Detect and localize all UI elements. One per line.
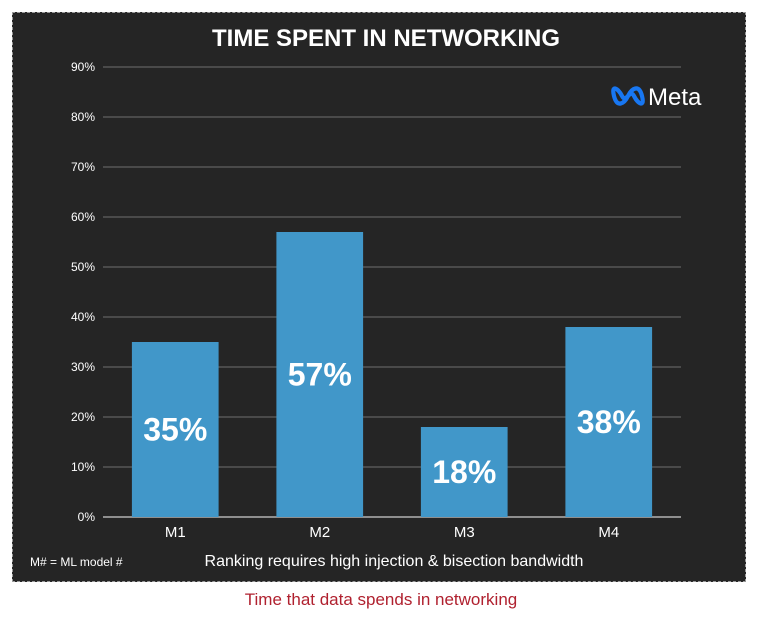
bar-m1 [131,342,219,517]
data-label: 18% [432,454,496,490]
x-tick-label: M1 [165,524,186,541]
x-tick-label: M4 [598,524,619,541]
data-labels: 35% 57% 18% 38% [143,357,641,491]
data-label: 35% [143,412,207,448]
x-tick-label: M2 [309,524,330,541]
meta-logo: Meta [611,84,702,111]
y-tick-label: 90% [71,60,95,74]
x-axis-tick-labels: M1 M2 M3 M4 [165,524,619,541]
chart-subtitle: Ranking requires high injection & bisect… [205,553,584,570]
legend-note: M# = ML model # [30,555,123,569]
figure-caption: Time that data spends in networking [244,590,518,609]
y-tick-label: 40% [71,310,95,324]
data-label: 38% [577,404,641,440]
y-tick-label: 50% [71,260,95,274]
chart-title: TIME SPENT IN NETWORKING [212,25,560,52]
bar-m4 [565,327,653,517]
x-tick-label: M3 [454,524,475,541]
meta-infinity-icon [611,86,645,106]
meta-logo-text: Meta [648,84,702,111]
y-tick-label: 20% [71,410,95,424]
y-tick-label: 0% [78,510,96,524]
data-label: 57% [288,357,352,393]
y-tick-label: 60% [71,210,95,224]
bar-m2 [276,232,364,517]
bar-m3 [420,427,508,517]
y-axis-tick-labels: 0% 10% 20% 30% 40% 50% 60% 70% 80% 90% [71,60,95,524]
bars [131,232,653,517]
y-tick-label: 70% [71,160,95,174]
y-tick-label: 10% [71,460,95,474]
y-tick-label: 80% [71,110,95,124]
y-tick-label: 30% [71,360,95,374]
